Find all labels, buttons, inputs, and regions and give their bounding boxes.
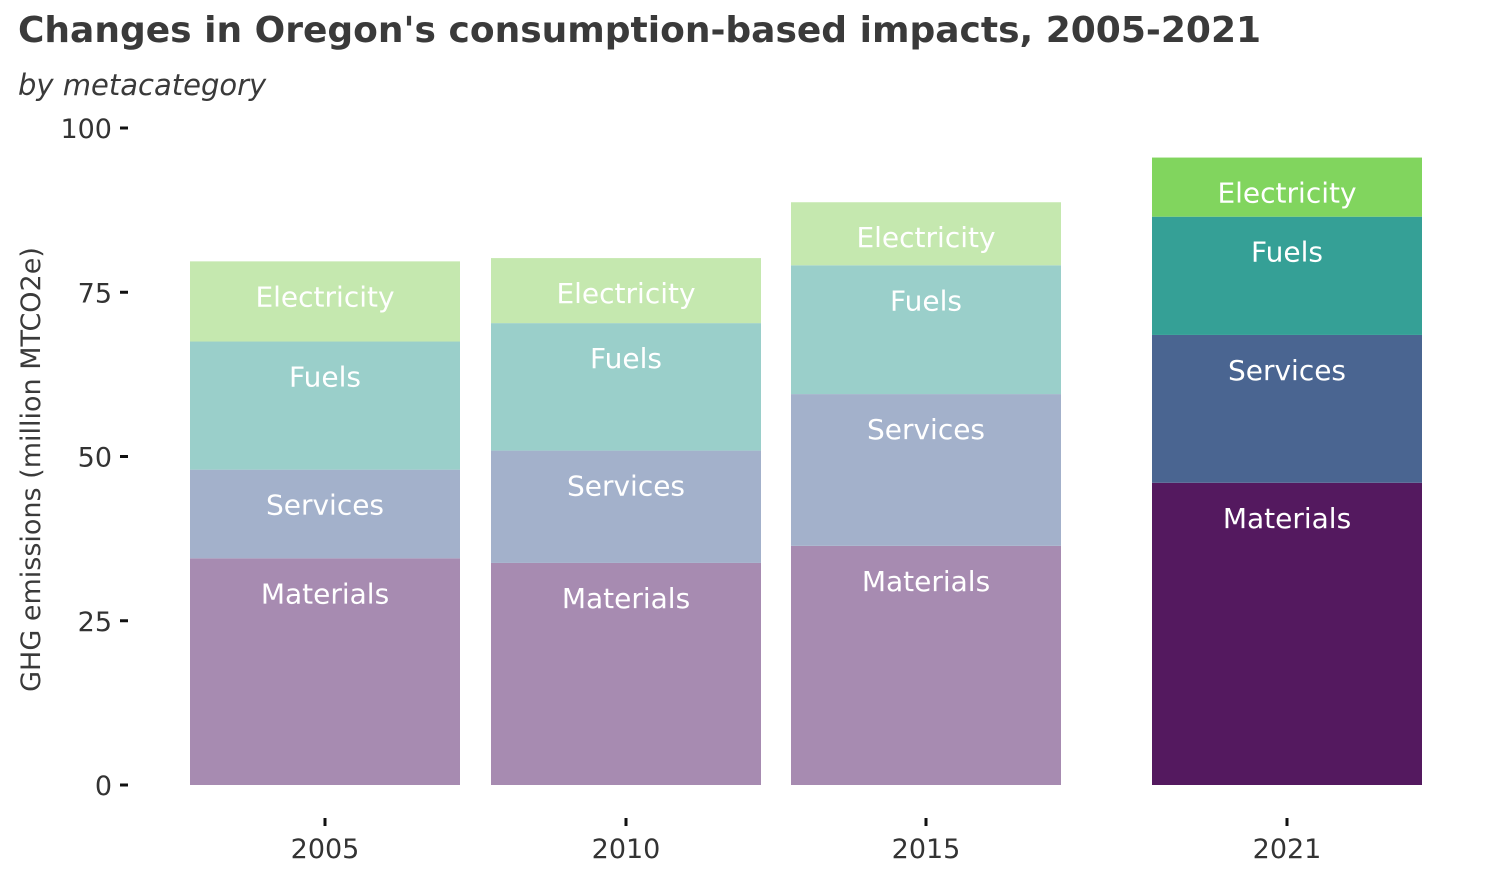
segment-label-2005-materials: Materials (261, 577, 389, 610)
segment-label-2015-fuels: Fuels (890, 284, 962, 317)
segment-label-2021-services: Services (1228, 354, 1346, 387)
x-tick-label-2005: 2005 (291, 834, 360, 865)
segment-label-2010-fuels: Fuels (590, 342, 662, 375)
segment-label-2005-electricity: Electricity (255, 280, 394, 313)
segment-label-2010-materials: Materials (562, 582, 690, 615)
segment-label-2015-services: Services (867, 413, 985, 446)
bar-2010-services (491, 450, 761, 563)
x-tick-label-2021: 2021 (1253, 834, 1322, 865)
bar-2005-fuels (190, 341, 460, 470)
bar-2015-services (791, 394, 1061, 546)
chart-subtitle: by metacategory (18, 68, 267, 102)
bar-2021-services (1152, 334, 1422, 483)
segment-label-2005-services: Services (266, 489, 384, 522)
x-tick-label-2010: 2010 (592, 834, 661, 865)
bar-2021-electricity (1152, 157, 1422, 217)
y-tick-label-50: 50 (78, 443, 112, 474)
y-axis-title: GHG emissions (million MTCO2e) (16, 247, 47, 692)
y-tick-label-75: 75 (78, 278, 112, 309)
bar-2010-materials (491, 562, 761, 785)
bar-2021-materials (1152, 482, 1422, 785)
bar-2005-electricity (190, 261, 460, 342)
bar-2021-fuels (1152, 216, 1422, 335)
bar-2010-fuels (491, 323, 761, 451)
chart-title: Changes in Oregon's consumption-based im… (18, 10, 1262, 51)
segment-label-2021-materials: Materials (1223, 502, 1351, 535)
bar-2005-services (190, 469, 460, 559)
segment-label-2005-fuels: Fuels (289, 361, 361, 394)
bar-2015-fuels (791, 265, 1061, 395)
y-tick-label-25: 25 (78, 607, 112, 638)
y-tick-label-100: 100 (60, 114, 112, 145)
bar-2005-materials (190, 558, 460, 785)
segment-label-2010-electricity: Electricity (556, 277, 695, 310)
segment-label-2010-services: Services (567, 470, 685, 503)
bar-2010-electricity (491, 258, 761, 324)
segment-label-2015-electricity: Electricity (856, 221, 995, 254)
segment-label-2021-electricity: Electricity (1217, 177, 1356, 210)
y-tick-label-0: 0 (95, 771, 112, 802)
segment-label-2015-materials: Materials (862, 565, 990, 598)
bar-2015-materials (791, 545, 1061, 785)
segment-label-2021-fuels: Fuels (1251, 236, 1323, 269)
bar-2015-electricity (791, 202, 1061, 266)
x-tick-label-2015: 2015 (892, 834, 961, 865)
